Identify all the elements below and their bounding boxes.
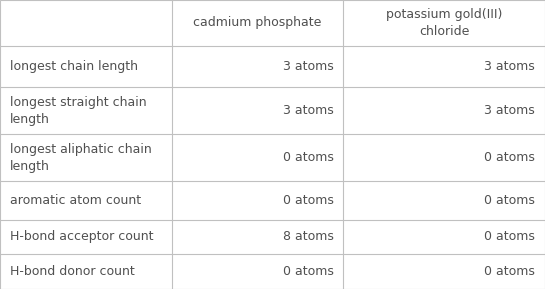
- Text: longest aliphatic chain
length: longest aliphatic chain length: [10, 142, 152, 173]
- Text: 0 atoms: 0 atoms: [485, 151, 535, 164]
- Text: 3 atoms: 3 atoms: [283, 60, 334, 73]
- Text: H-bond acceptor count: H-bond acceptor count: [10, 231, 153, 243]
- Text: aromatic atom count: aromatic atom count: [10, 194, 141, 207]
- Text: 0 atoms: 0 atoms: [485, 194, 535, 207]
- Text: 3 atoms: 3 atoms: [485, 60, 535, 73]
- Text: longest straight chain
length: longest straight chain length: [10, 96, 147, 125]
- Text: 0 atoms: 0 atoms: [283, 194, 334, 207]
- Text: longest chain length: longest chain length: [10, 60, 138, 73]
- Text: cadmium phosphate: cadmium phosphate: [193, 16, 322, 29]
- Text: 0 atoms: 0 atoms: [485, 265, 535, 278]
- Text: 8 atoms: 8 atoms: [283, 231, 334, 243]
- Text: 0 atoms: 0 atoms: [283, 151, 334, 164]
- Text: 3 atoms: 3 atoms: [283, 104, 334, 117]
- Text: 0 atoms: 0 atoms: [283, 265, 334, 278]
- Text: H-bond donor count: H-bond donor count: [10, 265, 135, 278]
- Text: 0 atoms: 0 atoms: [485, 231, 535, 243]
- Text: 3 atoms: 3 atoms: [485, 104, 535, 117]
- Text: potassium gold(III)
chloride: potassium gold(III) chloride: [386, 8, 502, 38]
